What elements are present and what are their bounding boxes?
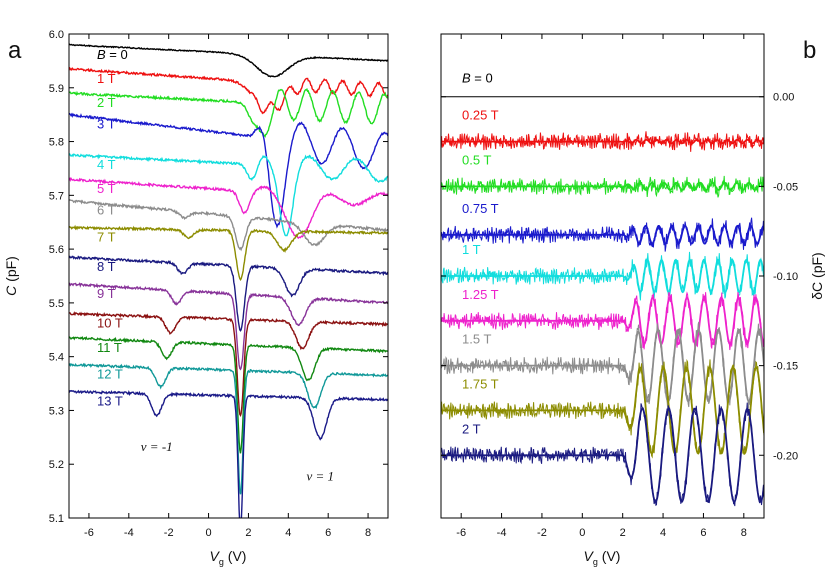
trace-a-12-t xyxy=(69,362,388,495)
x-tick-label: 2 xyxy=(620,527,626,539)
fit-b-1-25-t xyxy=(441,296,764,346)
fit-b-2-t xyxy=(441,407,764,504)
series-label-0-75-t: 0.75 T xyxy=(462,201,499,216)
fit-b-0-5-t xyxy=(441,181,764,191)
fit-b-1-5-t xyxy=(441,328,764,403)
y-tick-label: -0.05 xyxy=(773,181,798,193)
trace-a-11-t xyxy=(69,335,388,454)
y-tick-label: 5.9 xyxy=(49,83,64,95)
x-tick-label: 6 xyxy=(700,527,706,539)
chart-b-y-ticks: 0.00 -0.05 -0.10 -0.15 -0.20 xyxy=(441,92,798,462)
series-label-b-0: B = 0 xyxy=(462,71,493,86)
trace-b-1-75-t xyxy=(441,358,764,459)
series-label-1-25-t: 1.25 T xyxy=(462,287,499,302)
fit-b-1-t xyxy=(441,258,764,294)
chart-a-frame xyxy=(68,33,389,519)
trace-a-4-t xyxy=(69,153,388,237)
x-tick-label: 2 xyxy=(245,527,251,539)
y-tick-label: 6.0 xyxy=(49,29,64,41)
x-tick-label: 8 xyxy=(741,527,747,539)
x-tick-label: 8 xyxy=(365,527,371,539)
series-label-6-t: 6 T xyxy=(97,203,116,218)
chart-b-traces xyxy=(441,96,764,507)
series-label-8-t: 8 T xyxy=(97,259,116,274)
y-tick-label: 0.00 xyxy=(773,92,794,104)
trace-a-8-t xyxy=(69,255,388,332)
y-tick-label: 5.7 xyxy=(49,190,64,202)
series-label-1-75-t: 1.75 T xyxy=(462,376,499,391)
series-label-10-t: 10 T xyxy=(97,316,123,331)
x-tick-label: 6 xyxy=(325,527,331,539)
chart-a: B = 0 1 T 2 T 3 T 4 T 5 T 6 T 7 T 8 T 9 T 10 T 11 T… xyxy=(3,29,389,567)
chart-a-y-axis-label: C (pF) xyxy=(3,256,19,296)
filling-factor-annotation: ν = 1 xyxy=(306,468,334,483)
series-label-1-5-t: 1.5 T xyxy=(462,332,491,347)
chart-a-x-ticks: -6 -4 -2 0 2 4 6 8 xyxy=(84,34,371,539)
series-label-11-t: 11 T xyxy=(97,340,122,355)
fit-b-1-75-t xyxy=(441,366,764,455)
series-label-0-5-t: 0.5 T xyxy=(462,152,491,167)
fit-b-0-75-t xyxy=(441,224,764,245)
series-label-2-t: 2 T xyxy=(97,95,116,110)
panel-b-letter: b xyxy=(803,37,816,64)
x-tick-label: -4 xyxy=(124,527,134,539)
y-tick-label: -0.15 xyxy=(773,361,798,373)
trace-a-7-t xyxy=(69,224,388,281)
series-label-13-t: 13 T xyxy=(97,394,123,409)
x-tick-label: -2 xyxy=(537,527,547,539)
y-tick-label: 5.2 xyxy=(49,459,64,471)
x-tick-label: 4 xyxy=(285,527,291,539)
x-tick-label: -2 xyxy=(164,527,174,539)
x-tick-label: -6 xyxy=(84,527,94,539)
chart-b: B = 0 0.25 T 0.5 T 0.75 T 1 T 1.25 T 1.5 T 1.75… xyxy=(440,33,825,567)
y-tick-label: -0.10 xyxy=(773,271,798,283)
series-label-12-t: 12 T xyxy=(97,367,123,382)
y-tick-label: 5.3 xyxy=(49,405,64,417)
y-tick-label: 5.4 xyxy=(49,352,64,364)
trace-a-9-t xyxy=(69,282,388,371)
chart-a-y-ticks: 5.1 5.2 5.3 5.4 5.5 5.6 5.7 5.8 5.9 6.0 xyxy=(49,29,388,525)
trace-a-6-t xyxy=(69,199,388,252)
trace-a-13-t xyxy=(69,389,388,518)
series-label-3-t: 3 T xyxy=(97,117,116,132)
chart-a-x-axis-label: Vg (V) xyxy=(210,548,247,567)
series-label-9-t: 9 T xyxy=(97,286,116,301)
chart-a-annotations: ν = -1 ν = 1 xyxy=(141,439,334,484)
chart-b-x-ticks: -6 -4 -2 0 2 4 6 8 xyxy=(456,34,747,539)
panel-a-letter: a xyxy=(8,37,22,64)
trace-a-2-t xyxy=(69,87,388,138)
trace-a-1-t xyxy=(69,66,388,115)
y-tick-label: 5.1 xyxy=(49,513,64,525)
series-label-4-t: 4 T xyxy=(97,157,116,172)
trace-a-10-t xyxy=(69,311,388,418)
x-tick-label: 0 xyxy=(206,527,212,539)
trace-a-3-t xyxy=(69,112,388,229)
y-tick-label: 5.6 xyxy=(49,244,64,256)
chart-b-series-labels: B = 0 0.25 T 0.5 T 0.75 T 1 T 1.25 T 1.5 T 1.75… xyxy=(462,71,499,437)
filling-factor-annotation: ν = -1 xyxy=(141,439,173,454)
trace-a-5-t xyxy=(69,176,388,240)
x-tick-label: -4 xyxy=(497,527,507,539)
x-tick-label: 4 xyxy=(660,527,666,539)
chart-a-traces xyxy=(69,43,388,518)
y-tick-label: 5.8 xyxy=(49,137,64,149)
chart-a-series-labels: B = 0 1 T 2 T 3 T 4 T 5 T 6 T 7 T 8 T 9 T 10 T 11 T… xyxy=(97,47,128,409)
x-tick-label: 0 xyxy=(579,527,585,539)
trace-a-b-0 xyxy=(69,43,388,78)
x-tick-label: -6 xyxy=(456,527,466,539)
series-label-7-t: 7 T xyxy=(97,230,116,245)
series-label-5-t: 5 T xyxy=(97,181,116,196)
y-tick-label: -0.20 xyxy=(773,450,798,462)
series-label-1-t: 1 T xyxy=(462,242,481,257)
y-tick-label: 5.5 xyxy=(49,298,64,310)
chart-b-x-axis-label: Vg (V) xyxy=(584,548,621,567)
series-label-b-0: B = 0 xyxy=(97,47,128,62)
fit-b-0-25-t xyxy=(441,138,764,145)
series-label-2-t: 2 T xyxy=(462,421,481,436)
chart-b-y-axis-label: δC (pF) xyxy=(809,252,825,299)
series-label-1-t: 1 T xyxy=(97,71,116,86)
series-label-0-25-t: 0.25 T xyxy=(462,108,499,123)
